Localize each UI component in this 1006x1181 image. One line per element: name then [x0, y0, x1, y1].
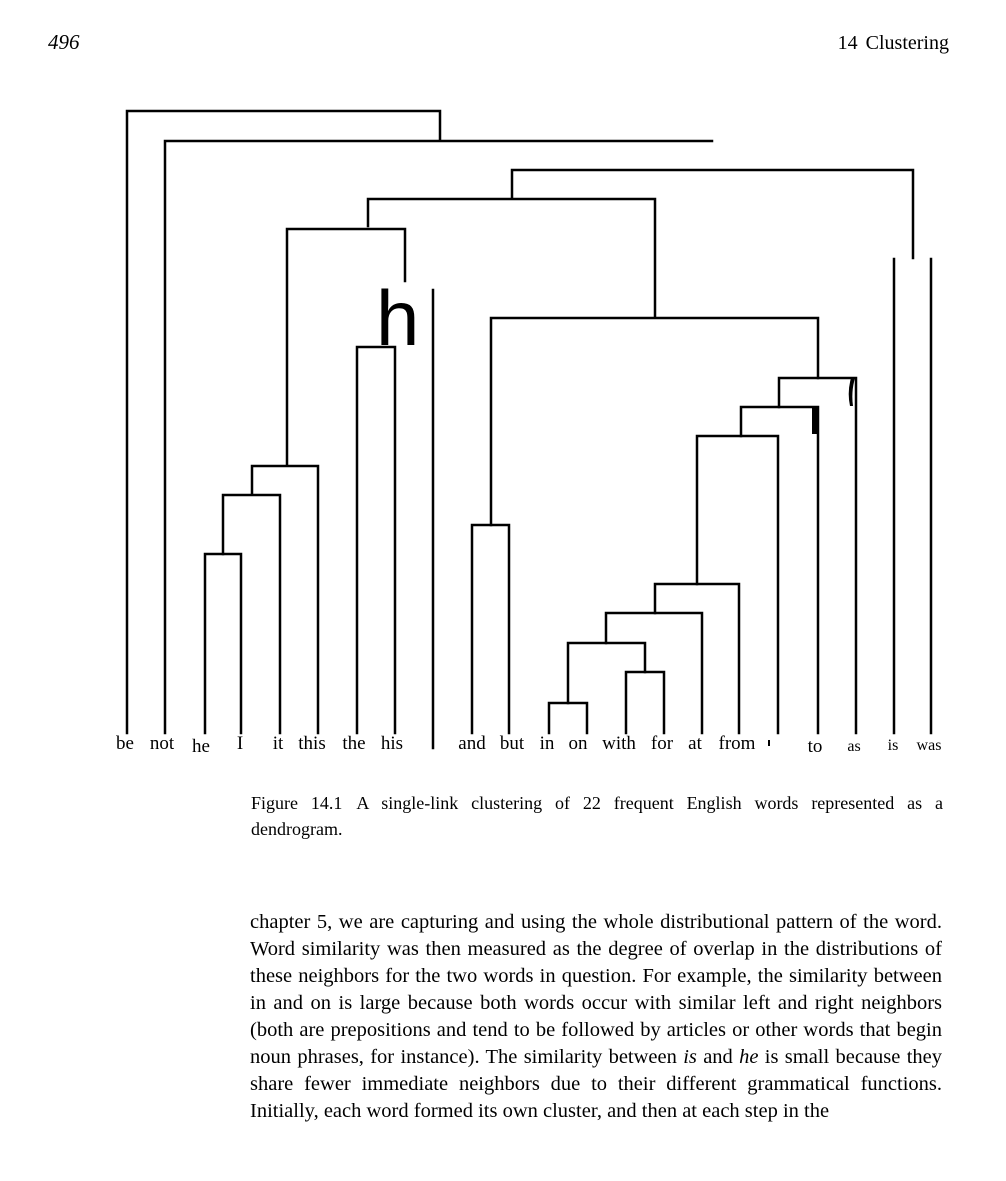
leaf-label: but — [499, 733, 525, 754]
dendro-link-mid — [366, 197, 657, 318]
dendro-link-be — [125, 109, 442, 735]
leaf-label: from — [718, 733, 756, 754]
leaf-label: it — [272, 733, 284, 754]
figure-caption-text: A single-link clustering of 22 frequent … — [251, 793, 943, 839]
dendro-link-he-I-it — [221, 493, 282, 735]
leaf-label: on — [568, 733, 588, 754]
leaf-label: was — [916, 737, 942, 754]
leaf-label: in — [539, 733, 555, 754]
body-text-segment: is small because they share fewer immedi… — [250, 1046, 942, 1122]
stray-glyph: h — [376, 274, 419, 362]
body-paragraph: chapter 5, we are capturing and using th… — [250, 909, 942, 1125]
dendro-link-prep-at — [653, 582, 741, 735]
body-text-segment: chapter 5, we are capturing and using th… — [250, 911, 942, 1068]
dendro-artifact-arc — [848, 378, 855, 406]
figure-caption-label: Figure 14.1 — [251, 793, 343, 813]
dendro-link-in-on-with — [566, 641, 647, 705]
body-text-segment: and — [696, 1046, 740, 1068]
leaf-label: at — [688, 733, 702, 754]
dendro-link-the-his — [355, 345, 397, 735]
leaf-label: to — [807, 736, 823, 757]
leaf-label: not — [149, 733, 175, 754]
leaf-label: and — [458, 733, 486, 754]
dendro-link-and-but — [470, 523, 511, 735]
dendro-link-fw — [489, 316, 820, 527]
leaf-label: is — [887, 737, 899, 754]
dendro-artifact-mark — [812, 408, 817, 434]
leaf-label: this — [298, 733, 326, 754]
dendro-link-prep-from — [695, 434, 780, 735]
italic-word: is — [683, 1046, 697, 1068]
running-head: 14 Clustering — [837, 32, 949, 54]
dendro-link-prep-to — [739, 405, 820, 735]
dendro-artifact-tick — [768, 740, 770, 746]
leaf-label: he — [192, 736, 210, 757]
leaf-label: his — [380, 733, 404, 754]
italic-word: he — [739, 1046, 759, 1068]
page-number: 496 — [48, 30, 80, 54]
dendro-link-he-I — [203, 552, 243, 735]
dendrogram: h — [125, 109, 933, 750]
leaf-label: with — [602, 733, 636, 754]
dendro-link-prep-to-as — [777, 376, 858, 735]
leaf-label: for — [650, 733, 674, 754]
dendro-link-on-with — [624, 670, 666, 735]
leaf-label: the — [342, 733, 366, 754]
dendro-link-prep-for — [604, 611, 704, 735]
leaf-label: as — [847, 738, 861, 755]
leaf-label: be — [116, 733, 134, 754]
leaf-label: I — [236, 733, 244, 754]
figure-caption: Figure 14.1 A single-link clustering of 2… — [251, 790, 943, 842]
dendro-link-not — [163, 139, 714, 735]
dendro-link-pronouns — [285, 227, 407, 467]
dendro-link-in — [547, 701, 589, 735]
dendro-link-right-top — [510, 168, 915, 260]
dendro-link-he-I-it-this — [250, 464, 320, 735]
